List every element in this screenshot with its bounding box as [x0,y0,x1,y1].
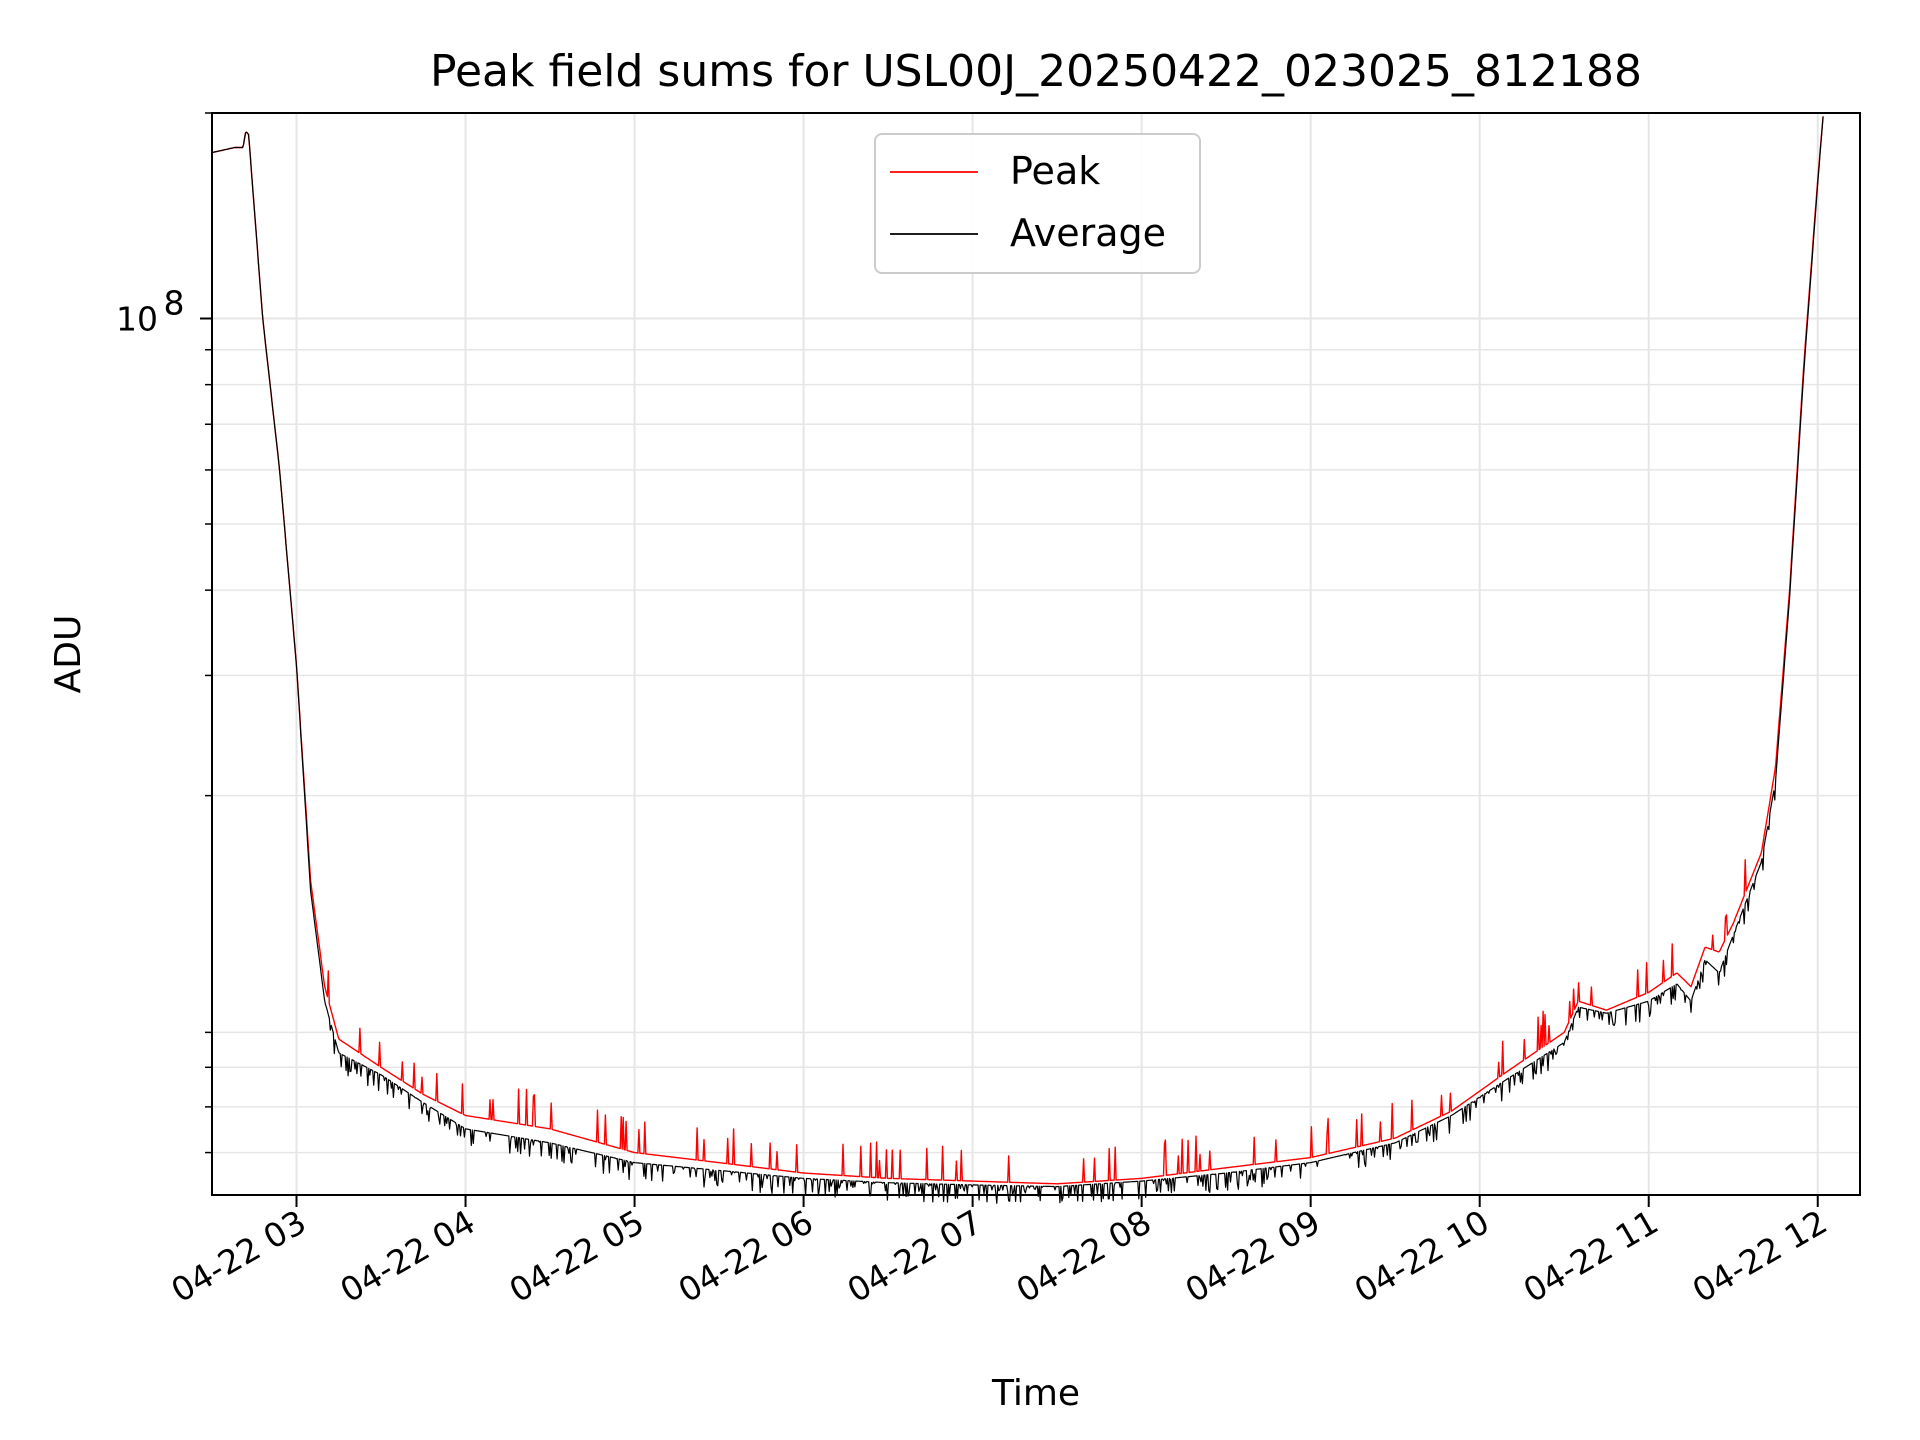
legend-peak-label: Peak [1010,149,1100,193]
plot-frame [211,112,1861,1196]
y-tick-label-base: 10 [116,299,158,338]
series-line-average [211,116,1824,1204]
legend-average-label: Average [1010,211,1166,255]
x-axis-label: Time [991,1373,1080,1414]
y-tick-label-exponent: 8 [164,283,185,322]
grid [212,112,1860,1195]
y-tick-label: 10 8 [116,283,185,338]
chart-title: Peak field sums for USL00J_20250422_0230… [430,46,1642,97]
legend: Peak Average [874,133,1201,274]
series-layer [211,116,1824,1204]
series-line-peak [211,116,1824,1185]
y-axis-label: ADU [48,615,89,694]
legend-box [874,133,1201,274]
